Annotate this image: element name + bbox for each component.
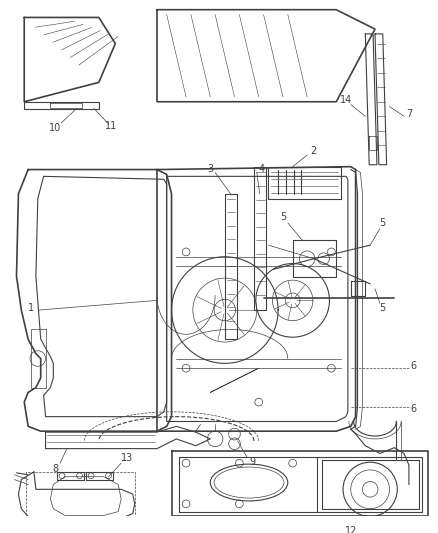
Text: 13: 13 (121, 453, 133, 463)
Text: 5: 5 (380, 218, 386, 228)
Text: 9: 9 (249, 457, 255, 467)
Text: 3: 3 (207, 164, 213, 174)
Text: 4: 4 (258, 164, 265, 174)
Text: 1: 1 (28, 303, 34, 313)
Text: 14: 14 (340, 95, 352, 105)
Text: 2: 2 (310, 146, 316, 156)
Text: 11: 11 (105, 121, 117, 131)
Text: 12: 12 (345, 526, 357, 533)
Text: 6: 6 (411, 361, 417, 372)
Text: 5: 5 (280, 212, 286, 222)
Text: 5: 5 (380, 303, 386, 313)
Text: 7: 7 (406, 109, 412, 119)
Text: 8: 8 (52, 464, 58, 474)
Text: 10: 10 (49, 123, 61, 133)
Text: 6: 6 (411, 404, 417, 414)
